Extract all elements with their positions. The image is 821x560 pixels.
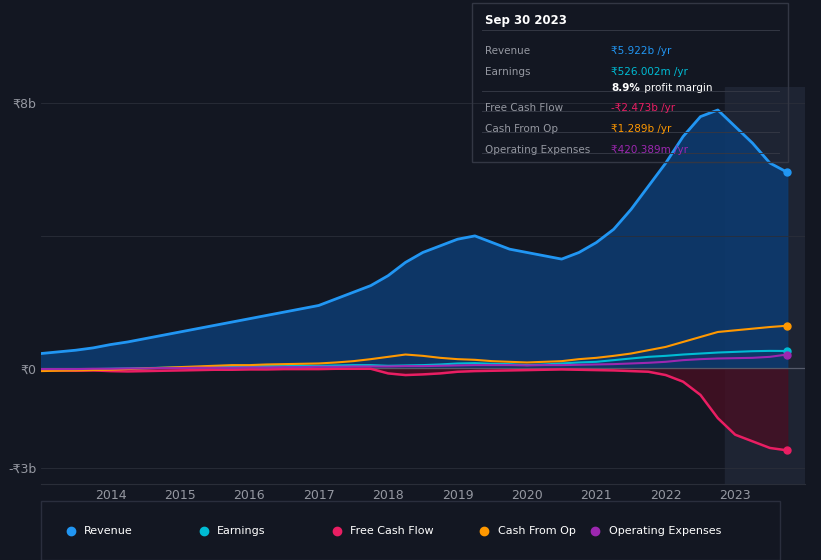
Text: profit margin: profit margin [641, 83, 713, 92]
Text: Earnings: Earnings [217, 526, 265, 535]
Text: Cash From Op: Cash From Op [484, 124, 557, 134]
Text: 8.9%: 8.9% [611, 83, 640, 92]
Text: Revenue: Revenue [484, 46, 530, 56]
Text: ₹5.922b /yr: ₹5.922b /yr [611, 46, 672, 56]
Bar [725, 87, 805, 484]
Text: Free Cash Flow: Free Cash Flow [350, 526, 433, 535]
Text: -₹2.473b /yr: -₹2.473b /yr [611, 104, 676, 113]
Text: Earnings: Earnings [484, 67, 530, 77]
Text: Free Cash Flow: Free Cash Flow [484, 104, 563, 113]
Text: Sep 30 2023: Sep 30 2023 [484, 14, 566, 27]
Text: Operating Expenses: Operating Expenses [484, 145, 590, 155]
Text: Cash From Op: Cash From Op [498, 526, 576, 535]
Text: Operating Expenses: Operating Expenses [608, 526, 721, 535]
Text: ₹420.389m /yr: ₹420.389m /yr [611, 145, 688, 155]
Text: Revenue: Revenue [84, 526, 133, 535]
Text: ₹1.289b /yr: ₹1.289b /yr [611, 124, 672, 134]
Text: ₹526.002m /yr: ₹526.002m /yr [611, 67, 688, 77]
